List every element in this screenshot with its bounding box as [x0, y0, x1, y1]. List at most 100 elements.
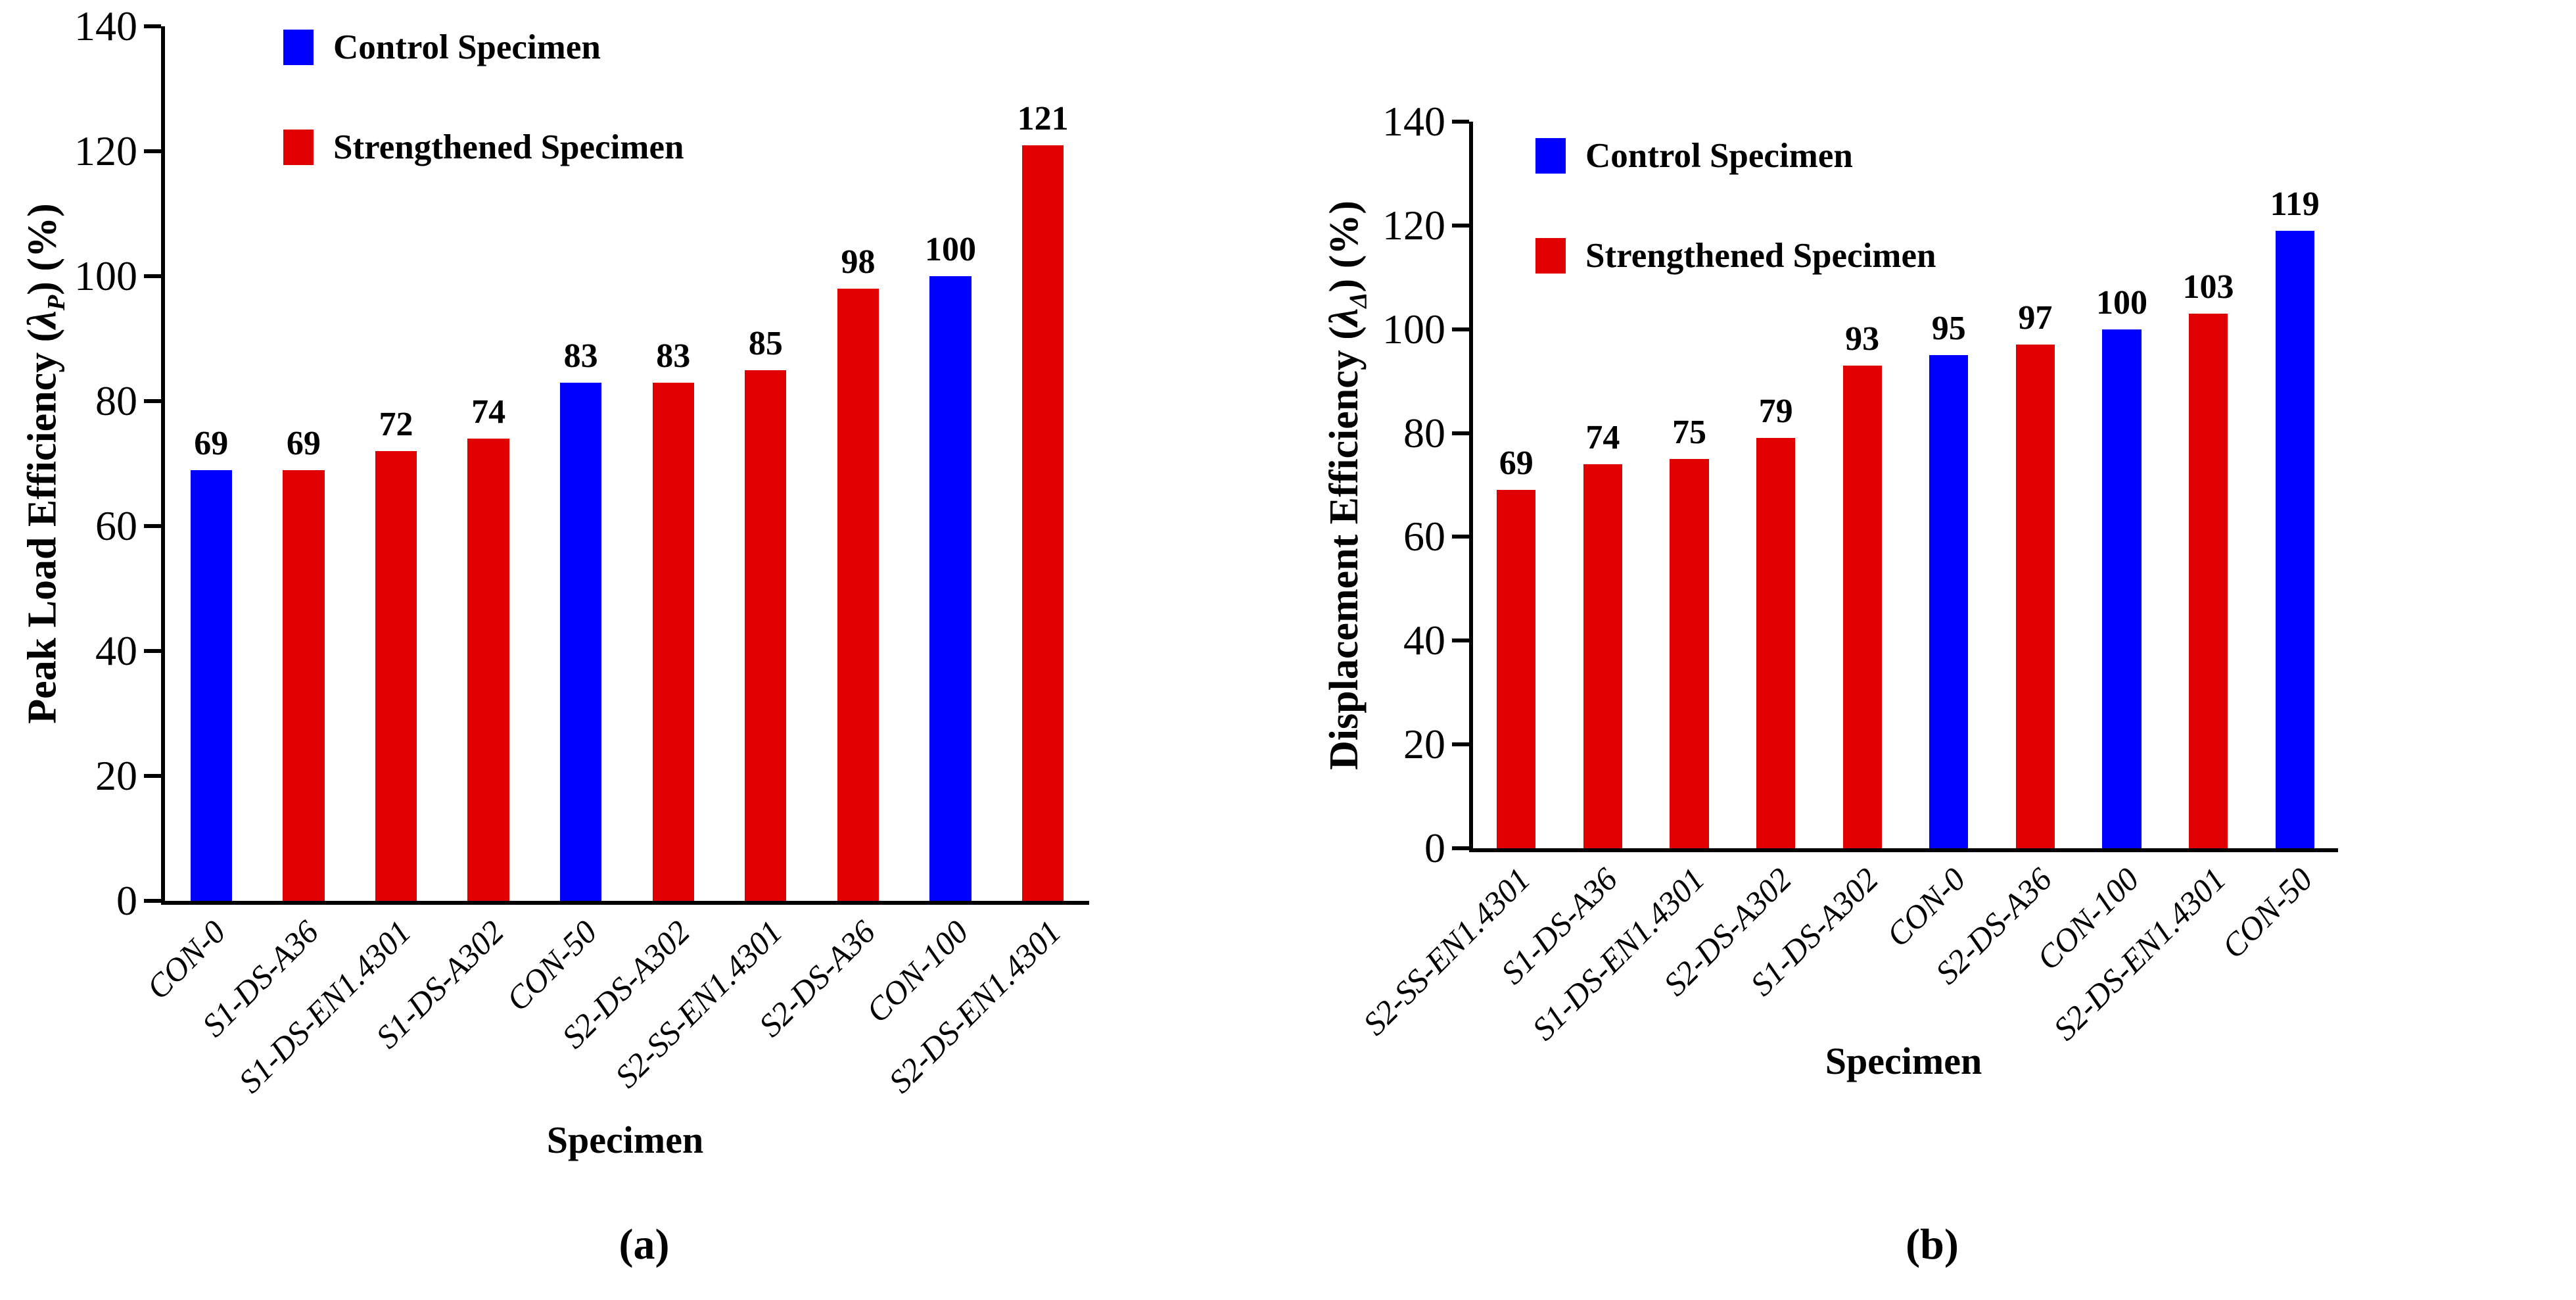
bars: 69 74 75 79 93 95 97 100 103 119: [1473, 122, 2338, 848]
y-axis-title-text: Displacement Efficiency (λΔ) (%): [1322, 200, 1372, 770]
y-tick-mark: [144, 899, 161, 903]
lambda-symbol: λ: [1322, 308, 1367, 326]
legend-item-strengthened: Strengthened Specimen: [1535, 236, 1936, 276]
bar-value-label: 83: [656, 337, 691, 375]
x-tick-label: S1-DS-EN1.4301: [231, 913, 419, 1100]
bar-value-label: 100: [2096, 283, 2147, 322]
y-tick-label: 140: [1382, 98, 1445, 145]
chart-a: Peak Load Efficiency (λP) (%) 0 20 40 60 80 1…: [0, 5, 1089, 1268]
bar-group: 98: [812, 26, 904, 901]
bar-group: 93: [1819, 122, 1906, 848]
y-axis: 0 20 40 60 80 100 120 140: [74, 5, 1089, 922]
x-axis-labels: S2-SS-EN1.4301 S1-DS-A36 S1-DS-EN1.4301 S2-…: [1356, 860, 2338, 1059]
legend-item-control: Control Specimen: [283, 28, 684, 67]
bar-S1-DS-A302: [467, 439, 509, 901]
legend: Control Specimen Strengthened Specimen: [283, 28, 684, 228]
legend-label-control: Control Specimen: [1585, 137, 1853, 175]
y-tick-label: 20: [1403, 721, 1445, 768]
legend-item-control: Control Specimen: [1535, 136, 1936, 176]
strengthened-swatch: [1535, 238, 1566, 274]
y-tick-mark: [144, 524, 161, 528]
y-tick-label: 100: [1382, 305, 1445, 352]
y-axis-title: Peak Load Efficiency (λP) (%): [0, 26, 85, 901]
bar-S1-DS-EN1.4301: [1670, 459, 1709, 848]
legend-item-strengthened: Strengthened Specimen: [283, 128, 684, 167]
y-tick-label: 140: [74, 3, 137, 49]
x-axis-title: Specimen: [546, 1119, 704, 1161]
legend: Control Specimen Strengthened Specimen: [1535, 136, 1936, 336]
bar-value-label: 100: [925, 231, 977, 268]
y-tick-mark: [1452, 638, 1469, 643]
bar-value-label: 121: [1017, 99, 1069, 137]
y-axis-title-prefix: Displacement Efficiency (: [1322, 325, 1367, 770]
y-tick-mark: [1452, 535, 1469, 539]
y-tick-label: 80: [1403, 409, 1445, 456]
bar-group: 79: [1733, 122, 1819, 848]
bar-S2-SS-EN1.4301: [1497, 490, 1536, 848]
bar-S1-DS-A36: [1583, 464, 1622, 848]
bar-group: 100: [904, 26, 997, 901]
y-tick-label: 100: [74, 253, 137, 299]
lambda-subscript: Δ: [1344, 291, 1372, 308]
bar-group: 103: [2165, 122, 2252, 848]
y-tick-label: 60: [1403, 513, 1445, 560]
y-tick-mark: [1452, 742, 1469, 747]
y-tick-mark: [144, 649, 161, 654]
legend-label-strengthened: Strengthened Specimen: [1585, 237, 1936, 275]
bar-group: 74: [1560, 122, 1647, 848]
y-tick-label: 0: [1424, 825, 1445, 871]
y-axis-title-text: Peak Load Efficiency (λP) (%): [20, 203, 70, 724]
y-tick-label: 80: [95, 377, 137, 424]
lambda-subscript: P: [43, 295, 71, 311]
bar-S2-DS-A302: [652, 382, 694, 901]
bar-group: 119: [2251, 122, 2338, 848]
bar-group: 95: [1906, 122, 1992, 848]
lambda-symbol: λ: [20, 310, 65, 329]
bar-group: 75: [1646, 122, 1733, 848]
bar-value-label: 74: [471, 393, 506, 431]
bar-group: 72: [350, 26, 442, 901]
bar-value-label: 69: [194, 424, 229, 462]
bar-value-label: 69: [1499, 445, 1534, 483]
y-axis: 0 20 40 60 80 100 120 140: [1382, 101, 2338, 869]
bar-value-label: 119: [2270, 185, 2320, 223]
bar-S1-DS-A36: [283, 469, 325, 901]
y-tick-mark: [144, 399, 161, 404]
bar-group: 100: [2078, 122, 2165, 848]
bar-value-label: 75: [1672, 414, 1706, 452]
y-axis-title-suffix: ) (%): [1322, 200, 1367, 292]
x-tick-label: CON-0: [139, 913, 233, 1007]
bar-S2-DS-A36: [837, 289, 879, 901]
bar-value-label: 98: [841, 243, 876, 281]
y-axis-title: Displacement Efficiency (λΔ) (%): [1301, 122, 1387, 848]
y-tick-mark: [1452, 431, 1469, 435]
bar-group: 74: [442, 26, 535, 901]
x-tick-label: CON-50: [2214, 860, 2320, 966]
bar-group: 97: [1992, 122, 2079, 848]
y-tick-label: 120: [74, 128, 137, 174]
bar-group: 69: [1473, 122, 1560, 848]
bar-group: 83: [627, 26, 720, 901]
y-tick-label: 0: [116, 877, 137, 924]
y-axis-title-suffix: ) (%): [20, 203, 65, 295]
y-axis-title-prefix: Peak Load Efficiency (: [20, 328, 65, 724]
legend-label-control: Control Specimen: [333, 28, 601, 66]
subfigure-caption-a: (a): [619, 1220, 670, 1268]
bar-S1-DS-EN1.4301: [375, 451, 417, 901]
bar-value-label: 93: [1845, 320, 1880, 358]
strengthened-swatch: [283, 130, 314, 165]
bar-group: 69: [165, 26, 258, 901]
bar-S2-DS-EN1.4301: [1022, 145, 1064, 901]
bar-value-label: 83: [563, 337, 598, 375]
y-tick-mark: [1452, 327, 1469, 331]
bar-CON-50: [560, 382, 602, 901]
bar-group: 69: [258, 26, 350, 901]
control-swatch: [283, 30, 314, 65]
bar-value-label: 69: [286, 424, 321, 462]
bar-CON-0: [190, 469, 232, 901]
bar-S2-DS-A36: [2015, 345, 2055, 848]
x-axis-labels: CON-0 S1-DS-A36 S1-DS-EN1.4301 S1-DS-A302 CO…: [139, 913, 1089, 1131]
x-axis-title: Specimen: [1825, 1040, 1982, 1082]
bar-value-label: 103: [2182, 268, 2234, 306]
